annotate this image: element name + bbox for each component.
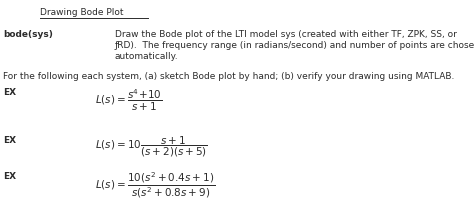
Text: Draw the Bode plot of the LTI model sys (created with either TF, ZPK, SS, or: Draw the Bode plot of the LTI model sys … bbox=[115, 30, 457, 39]
Text: For the following each system, (a) sketch Bode plot by hand; (b) verify your dra: For the following each system, (a) sketc… bbox=[3, 72, 455, 81]
Text: ƒRD).  The frequency range (in radians/second) and number of points are chosen: ƒRD). The frequency range (in radians/se… bbox=[115, 41, 474, 50]
Text: bode(sys): bode(sys) bbox=[3, 30, 53, 39]
Text: $L(s)=\dfrac{s^4\!+\!10}{s+1}$: $L(s)=\dfrac{s^4\!+\!10}{s+1}$ bbox=[95, 88, 163, 113]
Text: $L(s)=\dfrac{10(s^2+0.4s+1)}{s(s^2+0.8s+9)}$: $L(s)=\dfrac{10(s^2+0.4s+1)}{s(s^2+0.8s+… bbox=[95, 170, 215, 200]
Text: EX: EX bbox=[3, 172, 16, 181]
Text: EX: EX bbox=[3, 88, 16, 97]
Text: automatically.: automatically. bbox=[115, 52, 179, 61]
Text: Drawing Bode Plot: Drawing Bode Plot bbox=[40, 8, 124, 17]
Text: $L(s)=10\dfrac{s+1}{(s+2)(s+5)}$: $L(s)=10\dfrac{s+1}{(s+2)(s+5)}$ bbox=[95, 135, 208, 159]
Text: EX: EX bbox=[3, 136, 16, 145]
